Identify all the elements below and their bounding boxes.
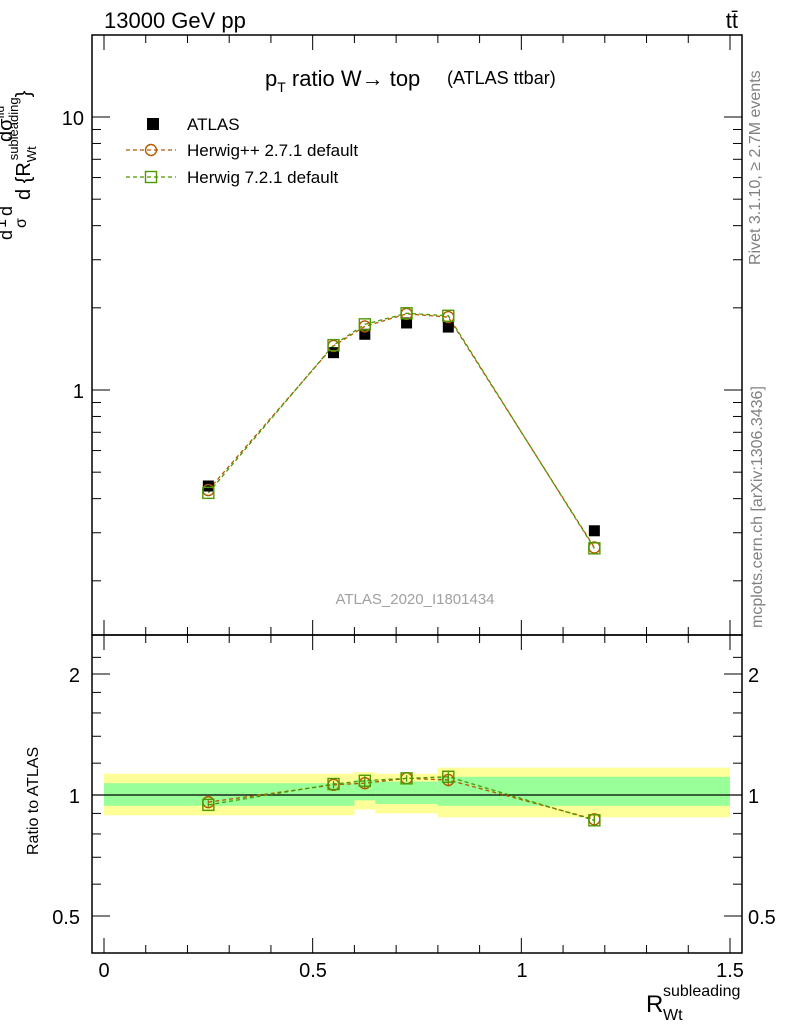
svg-text:1: 1 [0,219,10,228]
ratio-y-tick-2-right: 2 [748,665,759,687]
chart-title: pT ratio W→ top [265,66,420,95]
legend: ATLAS Herwig++ 2.7.1 default Herwig 7.2.… [126,115,358,187]
ratio-y-tick-2: 2 [69,665,80,687]
ratio-panel: 0.5 1 2 0.5 1 2 0 0.5 1 1.5 Ratio to ATL… [25,634,776,1024]
atlas-data-point [328,347,340,359]
legend-herwigpp-marker [144,143,158,157]
ratio-data-marks [202,770,601,827]
main-y-tick-label-1: 1 [73,381,84,403]
ratio-axes [92,635,742,953]
herwig7-point [327,338,340,352]
ylabel-fid: fid [0,106,7,119]
ylabel-one: 1 [0,219,10,228]
ylabel-frac-d: d [0,230,16,240]
ratio-frame [91,634,743,954]
x-tick-0: 0 [98,960,109,982]
atlas-data-point [442,321,454,333]
atlas-data-point [202,480,214,492]
atlas-data-point [588,525,600,537]
ratio-series-lines [208,776,595,821]
title-rest: ratio W→ top [286,66,420,91]
main-y-axis-label: d {RWtsubleading} dσfid d σ 1 d [0,90,39,240]
ratio-herwig7-point [202,798,215,812]
legend-herwig7-marker [144,170,158,184]
svg-text:σ: σ [13,218,30,228]
ylabel-dd: d [0,206,16,216]
herwig7-point [202,486,215,500]
ratio-herwig7-point [588,814,601,827]
ratio-herwig7-line [208,776,595,821]
svg-text:d {RWtsubleading}: d {RWtsubleading} [6,90,39,200]
legend-herwig7-label: Herwig 7.2.1 default [187,168,338,187]
ratio-y-tick-0.5-right: 0.5 [748,907,776,929]
ratio-inner-band [437,776,730,806]
x-tick-0.5: 0.5 [299,960,327,982]
svg-text:dσfid: dσfid [0,106,17,142]
chart-title-paren: (ATLAS ttbar) [447,68,556,88]
xlabel-r: R [646,991,663,1018]
rivet-label: Rivet 3.1.10, ≥ 2.7M events [747,70,764,265]
ratio-y-tick-1-right: 1 [748,786,759,808]
main-axes [92,35,742,635]
legend-atlas-label: ATLAS [187,115,240,134]
herwig7-point [442,309,455,322]
ratio-herwig7-point [358,774,372,787]
main-panel: 1 10 pT ratio W→ top (ATLAS ttbar) ATLAS… [0,34,743,636]
ratio-y-tick-0.5: 0.5 [52,907,80,929]
ylabel-sup: subleading [6,97,21,160]
ylabel-sub: Wt [24,146,39,162]
atlas-data-point [359,328,371,340]
x-tick-1.5: 1.5 [716,960,744,982]
ylabel-close: } [13,90,35,97]
ratio-herwig7-point [400,772,413,785]
ratio-y-tick-1: 1 [69,786,80,808]
mcplots-label: mcplots.cern.ch [arXiv:1306.3436] [749,386,766,628]
ratio-inner-band [375,781,438,804]
title-p: p [265,66,277,91]
svg-text:d: d [0,230,16,240]
herwigpp-line [207,313,595,548]
herwig7-point [588,542,601,555]
ylabel-dsigma: dσ [0,118,17,142]
ratio-bands [104,767,730,818]
ratio-herwig7-point [442,770,455,783]
herwig7-point [400,307,413,320]
ratio-herwig7-point [327,777,340,791]
title-t-subscript: T [277,79,286,95]
energy-label: 13000 GeV pp [104,8,246,33]
ratio-y-axis-label: Ratio to ATLAS [25,747,42,855]
main-data-marks [202,307,601,555]
main-series-lines [207,312,595,549]
xlabel-sup: subleading [663,983,740,1000]
watermark: ATLAS_2020_I1801434 [335,591,494,608]
legend-atlas-marker [147,118,159,130]
x-tick-1: 1 [516,960,527,982]
atlas-data-point [401,317,413,329]
herwig7-point [358,318,372,331]
ylabel-d-open: d {R [13,162,35,200]
legend-herwigpp-label: Herwig++ 2.7.1 default [187,141,358,160]
herwig7-line [207,312,595,549]
ylabel-sigma: σ [13,218,30,228]
process-label: tt̄ [726,8,738,33]
xlabel-sub: Wt [663,1007,683,1024]
svg-text:d: d [0,206,16,216]
x-axis-label: R Wt subleading [646,983,740,1024]
main-y-tick-label-10: 10 [62,108,84,130]
